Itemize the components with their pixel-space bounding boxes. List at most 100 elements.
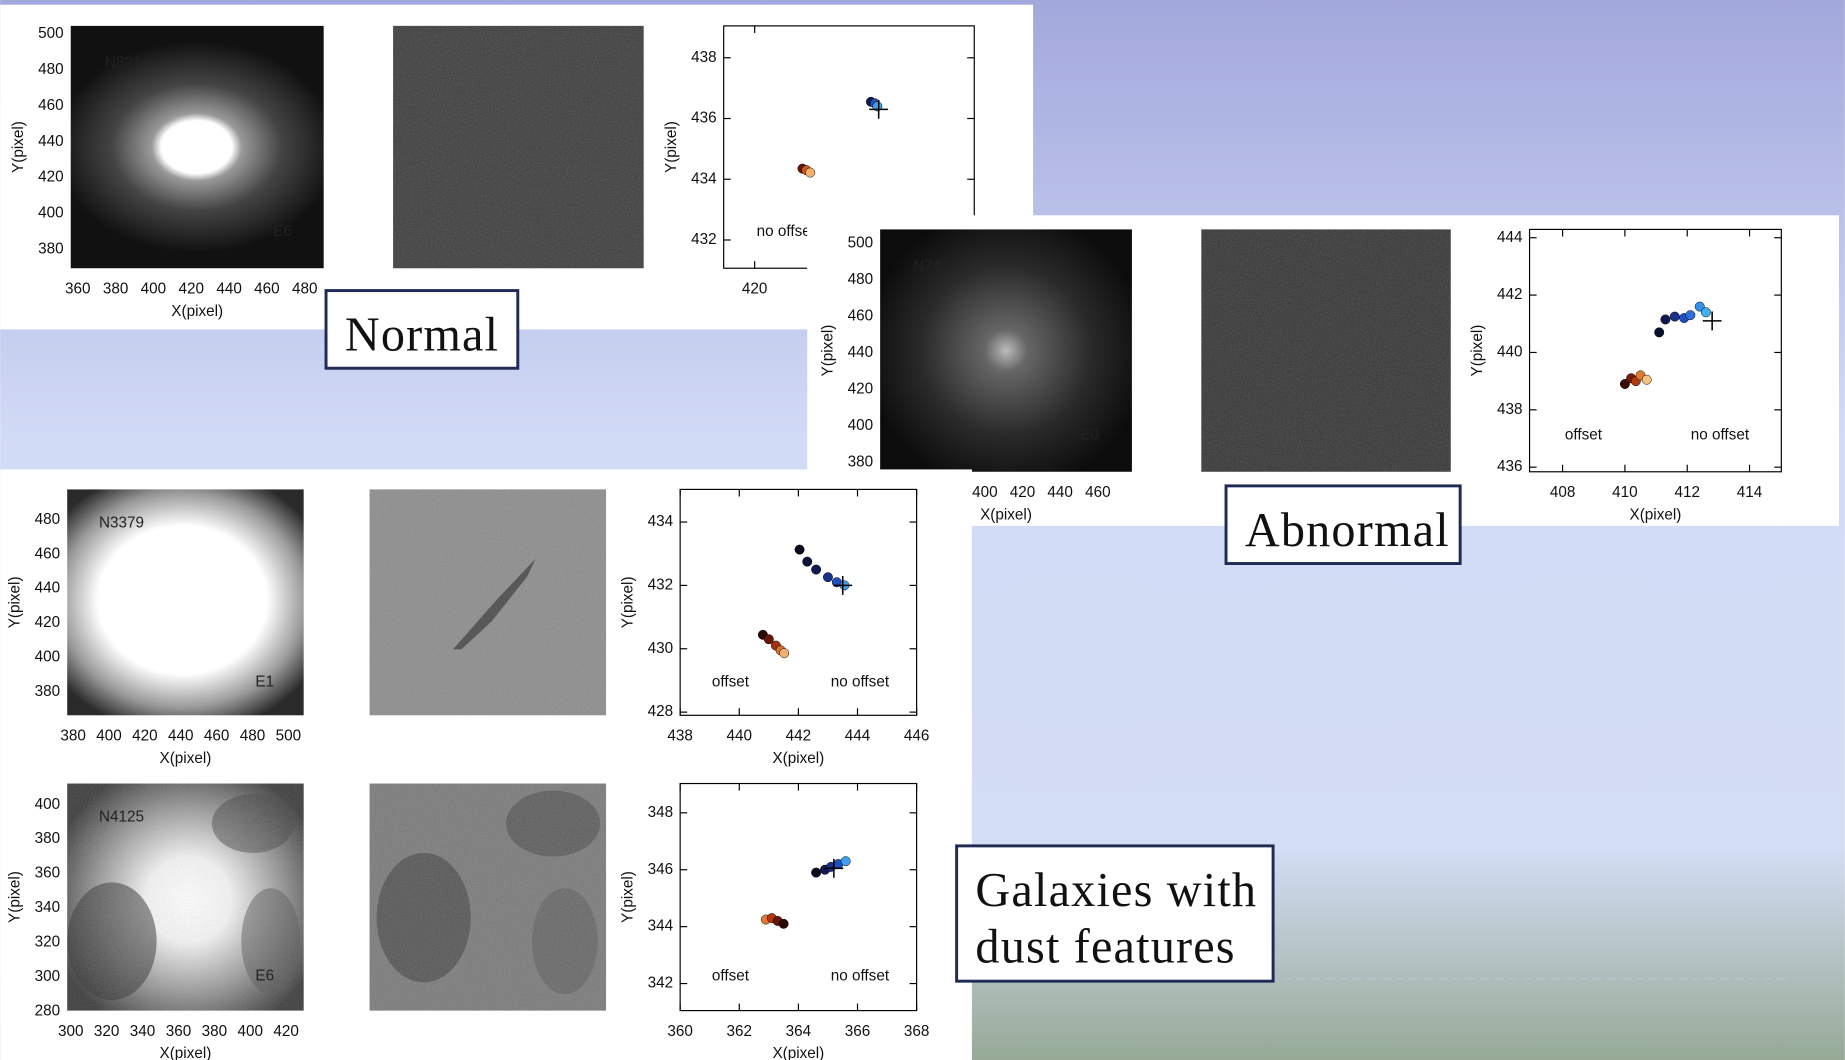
x-tick-label: 400: [972, 484, 997, 501]
residual-noise: [393, 26, 644, 268]
y-tick-label: 438: [1497, 401, 1523, 418]
track-point: [823, 572, 832, 581]
x-tick-label: 460: [1085, 484, 1111, 501]
x-tick-label: 362: [727, 1023, 753, 1040]
track-point: [779, 919, 788, 928]
track-point: [1642, 375, 1651, 384]
y-tick-label: 500: [848, 234, 874, 251]
galaxy-name: N821: [105, 55, 142, 72]
track-point: [1654, 328, 1663, 337]
x-tick-label: 440: [168, 728, 194, 745]
offset-label: offset: [1565, 426, 1603, 443]
y-axis-label: Y(pixel): [6, 576, 23, 628]
y-tick-label: 428: [648, 703, 674, 720]
residual-noise: [370, 784, 606, 1011]
offset-label: no offset: [831, 673, 890, 690]
track-point: [1661, 315, 1670, 324]
label-dust: dust features: [975, 920, 1235, 973]
y-tick-label: 400: [35, 648, 61, 665]
x-tick-label: 420: [742, 280, 768, 297]
x-tick-label: 438: [667, 728, 693, 745]
x-tick-label: 366: [845, 1023, 870, 1040]
track-point: [841, 857, 850, 866]
y-tick-label: 436: [691, 110, 717, 127]
x-tick-label: 400: [237, 1023, 263, 1040]
x-tick-label: 480: [240, 728, 266, 745]
x-axis-label: X(pixel): [171, 303, 223, 320]
x-tick-label: 460: [204, 728, 230, 745]
track-point: [1670, 312, 1679, 321]
x-tick-label: 340: [130, 1023, 155, 1040]
label-normal: Normal: [345, 309, 499, 362]
x-tick-label: 500: [276, 728, 302, 745]
x-tick-label: 420: [178, 280, 204, 297]
x-tick-label: 440: [1047, 484, 1073, 501]
y-axis-label: Y(pixel): [663, 121, 680, 173]
y-tick-label: 340: [35, 899, 61, 916]
label-abnormal: Abnormal: [1245, 504, 1450, 557]
y-tick-label: 440: [35, 580, 61, 597]
y-tick-label: 420: [848, 380, 874, 397]
y-tick-label: 460: [848, 307, 874, 324]
x-tick-label: 368: [904, 1023, 930, 1040]
y-tick-label: 360: [35, 865, 61, 882]
y-tick-label: 400: [848, 417, 874, 434]
x-tick-label: 364: [786, 1023, 812, 1040]
y-tick-label: 480: [38, 61, 64, 78]
galaxy-class: E6: [255, 968, 274, 985]
y-tick-label: 436: [1497, 458, 1523, 475]
x-tick-label: 420: [132, 728, 158, 745]
y-tick-label: 480: [848, 271, 874, 288]
offset-label: no offset: [1691, 426, 1750, 443]
galaxy-name: N4125: [99, 809, 144, 826]
galaxy-name: N741: [913, 258, 950, 275]
y-tick-label: 280: [35, 1002, 61, 1019]
y-tick-label: 440: [848, 344, 874, 361]
x-tick-label: 420: [273, 1023, 299, 1040]
y-tick-label: 300: [35, 968, 61, 985]
slide: 360 380 400 420 440 460 480 380 400 420 440 460 480 5…: [0, 0, 1845, 1060]
y-tick-label: 380: [848, 453, 874, 470]
x-tick-label: 446: [904, 728, 930, 745]
y-tick-label: 346: [648, 861, 674, 878]
x-tick-label: 360: [166, 1023, 192, 1040]
y-tick-label: 380: [38, 240, 64, 257]
galaxy-class: E1: [255, 673, 274, 690]
y-axis-label: Y(pixel): [619, 871, 636, 923]
x-tick-label: 410: [1612, 484, 1638, 501]
y-tick-label: 432: [648, 576, 674, 593]
y-tick-label: 434: [691, 170, 717, 187]
x-tick-label: 408: [1550, 484, 1576, 501]
galaxy-class: E6: [273, 223, 292, 240]
track-point: [811, 565, 820, 574]
y-tick-label: 320: [35, 934, 61, 951]
y-tick-label: 440: [1497, 343, 1523, 360]
track-point: [803, 557, 812, 566]
offset-label: no offset: [831, 968, 890, 985]
galaxy-class: E0: [1080, 426, 1099, 443]
offset-label: offset: [712, 968, 750, 985]
x-tick-label: 400: [141, 280, 167, 297]
x-axis-label: X(pixel): [160, 750, 212, 767]
y-tick-label: 460: [38, 97, 64, 114]
y-tick-label: 342: [648, 975, 674, 992]
y-tick-label: 400: [38, 205, 64, 222]
y-tick-label: 434: [648, 513, 674, 530]
track-point: [811, 868, 820, 877]
y-axis-label: Y(pixel): [819, 325, 836, 377]
y-tick-label: 420: [38, 169, 64, 186]
track-point: [1701, 308, 1710, 317]
y-tick-label: 444: [1497, 229, 1523, 246]
x-tick-label: 420: [1010, 484, 1035, 501]
offset-label: offset: [712, 673, 750, 690]
x-tick-label: 380: [60, 728, 86, 745]
x-tick-label: 320: [94, 1023, 120, 1040]
galaxy-name: N3379: [99, 515, 144, 532]
y-tick-label: 380: [35, 830, 61, 847]
y-axis-label: Y(pixel): [6, 871, 23, 923]
x-tick-label: 360: [65, 280, 91, 297]
track-point: [795, 545, 804, 554]
x-tick-label: 380: [103, 280, 129, 297]
x-tick-label: 360: [667, 1023, 693, 1040]
